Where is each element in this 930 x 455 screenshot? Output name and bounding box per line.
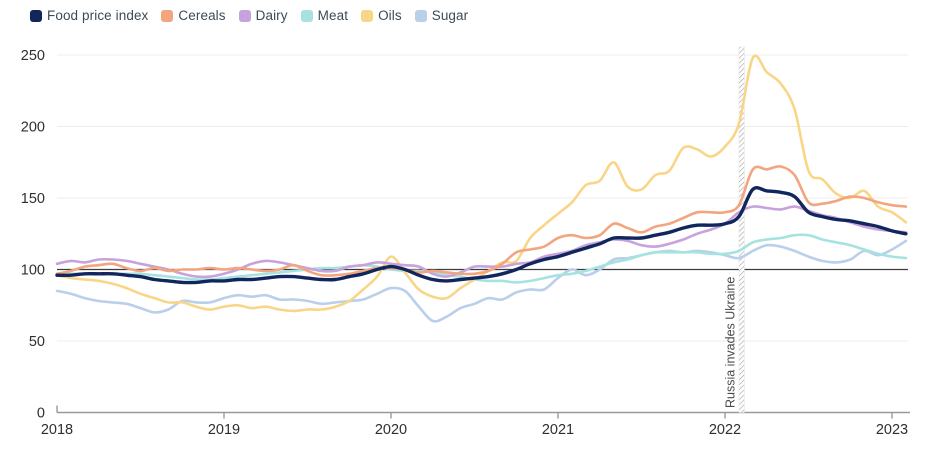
- legend-item-food-price-index: Food price index: [30, 8, 148, 23]
- x-tick-label-2020: 2020: [375, 422, 407, 438]
- legend-swatch-dairy: [238, 9, 251, 22]
- legend-swatch-oils: [361, 9, 374, 22]
- legend-item-meat: Meat: [300, 8, 349, 23]
- legend-swatch-cereals: [161, 9, 174, 22]
- legend-label: Sugar: [431, 8, 469, 23]
- legend-label: Cereals: [178, 8, 226, 23]
- series-line-dairy: [55, 205, 908, 279]
- y-tick-label: 0: [37, 406, 45, 422]
- legend-swatch-food-price-index: [30, 9, 42, 22]
- y-tick-label: 100: [21, 263, 45, 279]
- legend-label: Meat: [317, 8, 349, 23]
- y-tick-label: 250: [21, 48, 45, 64]
- legend-label: Dairy: [255, 8, 288, 23]
- invasion-event-band: [738, 46, 745, 413]
- legend: Food price index Cereals Dairy Meat Oils Suga…: [30, 8, 468, 23]
- legend-label: Oils: [378, 8, 402, 23]
- legend-swatch-sugar: [414, 9, 427, 22]
- x-axis-labels: 2018 2019 2020 2021 2022 2023: [41, 422, 908, 438]
- gridlines: [57, 54, 908, 342]
- x-tick-label-2023: 2023: [876, 422, 908, 438]
- y-axis-labels: 0 50 100 150 200 250: [21, 48, 45, 422]
- series-line-sugar: [55, 239, 908, 323]
- x-tick-label-2021: 2021: [542, 422, 574, 438]
- series-line-oils: [55, 54, 908, 313]
- x-tick-label-2018: 2018: [41, 422, 73, 438]
- annotation-russia-invades-ukraine: Russia invades Ukraine: [724, 277, 738, 408]
- x-axis: [56, 405, 910, 419]
- legend-swatch-meat: [300, 9, 313, 22]
- legend-item-cereals: Cereals: [161, 8, 226, 23]
- y-tick-label: 200: [21, 120, 45, 136]
- series-line-meat: [55, 233, 908, 284]
- y-tick-label: 150: [21, 191, 45, 207]
- legend-item-dairy: Dairy: [238, 8, 288, 23]
- x-tick-label-2019: 2019: [208, 422, 240, 438]
- legend-item-sugar: Sugar: [414, 8, 469, 23]
- series-line-cereals: [55, 165, 908, 277]
- series-lines: [55, 54, 908, 323]
- y-tick-label: 50: [29, 334, 45, 350]
- x-tick-label-2022: 2022: [709, 422, 741, 438]
- series-line-food-price-index: [55, 186, 908, 285]
- legend-item-oils: Oils: [361, 8, 402, 23]
- legend-label: Food price index: [47, 8, 149, 23]
